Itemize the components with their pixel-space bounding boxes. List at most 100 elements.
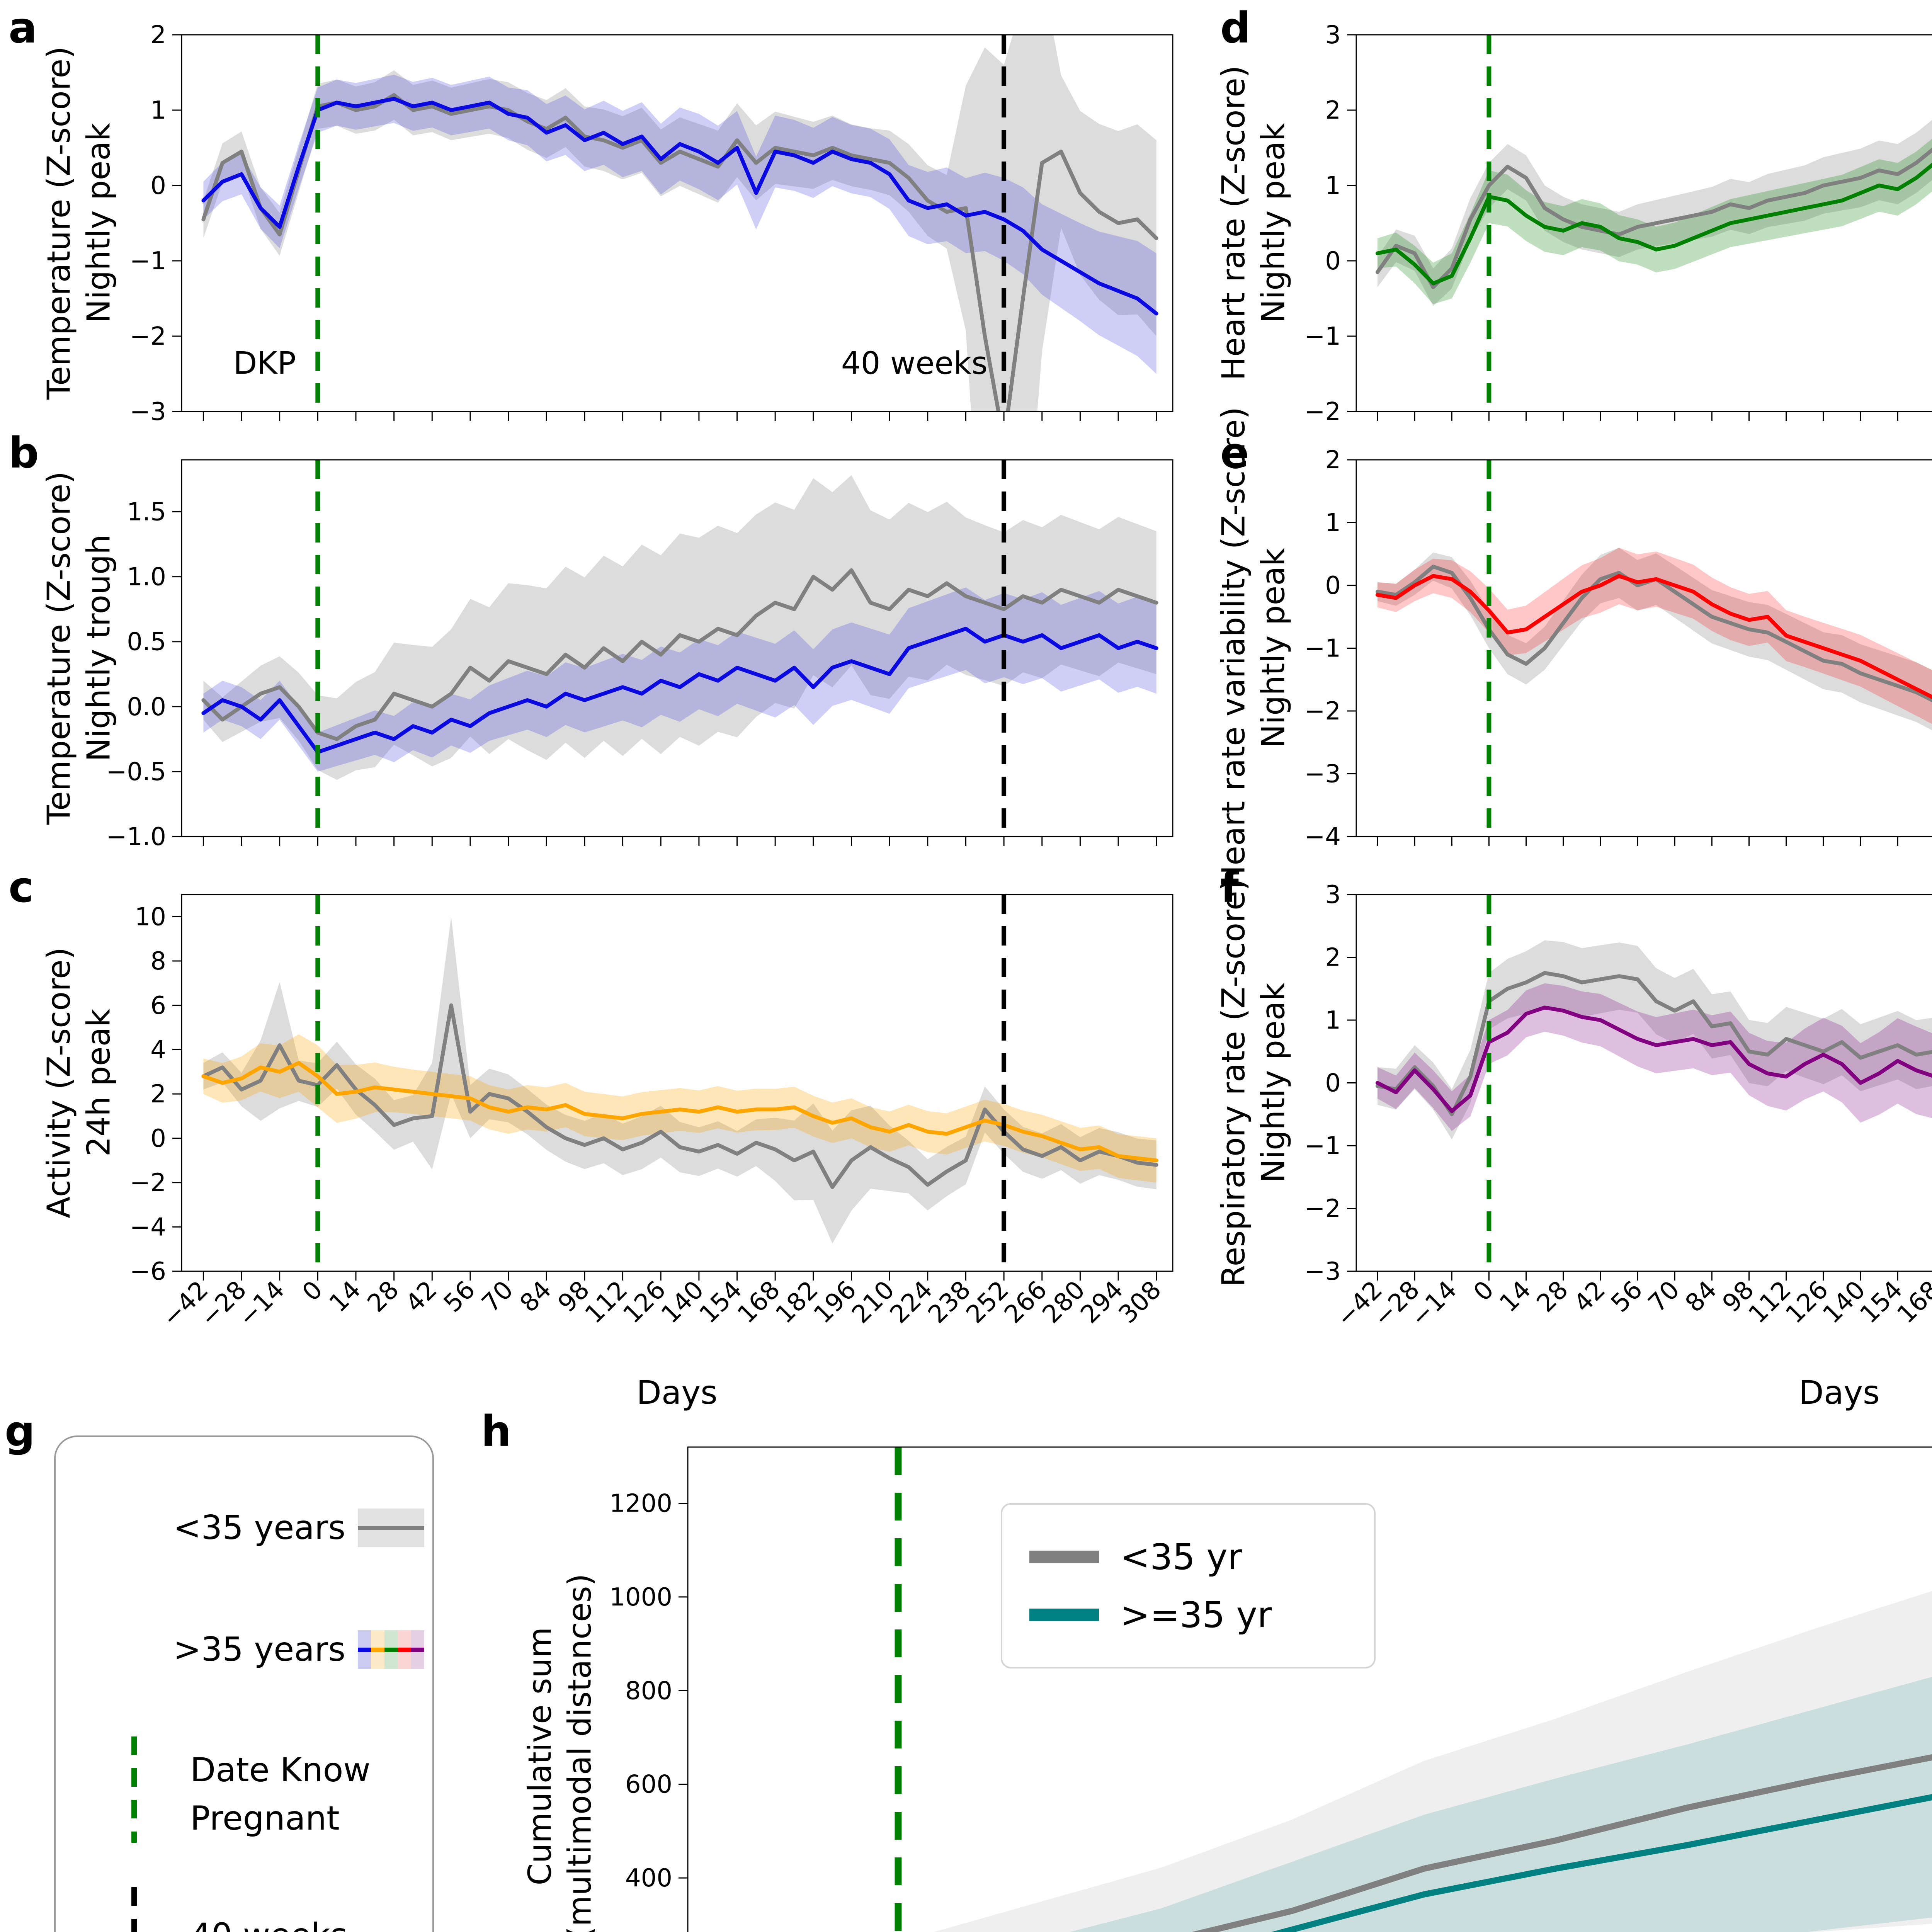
xlabel-days-right: Days	[1799, 1374, 1880, 1412]
svg-text:28: 28	[1531, 1276, 1574, 1318]
legend-row-under35: <35 yr	[1029, 1528, 1347, 1586]
red-line-swatch	[398, 1647, 411, 1652]
svg-text:1: 1	[1325, 172, 1341, 200]
svg-text:−1: −1	[130, 247, 166, 276]
svg-text:800: 800	[625, 1677, 672, 1705]
svg-text:0.0: 0.0	[127, 693, 166, 721]
over35-label: >=35 yr	[1120, 1594, 1272, 1636]
forty-weeks-dashed-line-icon	[131, 1887, 137, 1932]
panel-c-plot: −42−28−14 0142842567084981121261401541681…	[130, 894, 1173, 1333]
svg-text:1: 1	[1325, 1006, 1341, 1035]
purple-line-swatch	[411, 1647, 425, 1652]
svg-text:600: 600	[625, 1770, 672, 1799]
svg-text:−4: −4	[130, 1213, 166, 1242]
svg-text:6: 6	[150, 992, 166, 1020]
svg-text:−2: −2	[130, 1169, 166, 1197]
svg-text:1: 1	[150, 96, 166, 125]
svg-text:4: 4	[150, 1036, 166, 1064]
svg-text:56: 56	[438, 1276, 481, 1318]
svg-text:−2: −2	[1304, 697, 1341, 726]
panel-e-ylabel: Heart rate variability (Z-score) Nightly…	[1215, 406, 1292, 889]
legend-under35-label: <35 years	[173, 1509, 346, 1547]
purple-segment	[411, 1630, 425, 1669]
svg-text:14: 14	[324, 1276, 366, 1318]
svg-text:−1: −1	[1304, 634, 1341, 663]
svg-text:56: 56	[1605, 1276, 1648, 1318]
panel-b-plot: −1.0 −0.5 0.0 0.5 1.0 1.5	[106, 459, 1173, 851]
legend-dkp-label: Date Know Pregnant	[190, 1751, 371, 1838]
panel-c-ylabel: Activity (Z-score) 24h peak	[41, 947, 117, 1218]
svg-text:2: 2	[150, 1080, 166, 1109]
panel-letter-f: f	[1220, 862, 1239, 912]
svg-text:14: 14	[1494, 1276, 1537, 1318]
svg-text:84: 84	[515, 1276, 557, 1318]
panel-a-plot: −3 −2 −1 0 1 2 DKP 40 weeks	[130, 21, 1173, 426]
svg-text:0: 0	[297, 1276, 328, 1307]
svg-text:308: 308	[1113, 1276, 1167, 1329]
svg-text:40 weeks: 40 weeks	[841, 345, 988, 381]
svg-text:1: 1	[1325, 509, 1341, 537]
svg-text:0: 0	[1325, 571, 1341, 600]
green-segment	[384, 1630, 398, 1669]
svg-text:1.0: 1.0	[127, 563, 166, 592]
svg-text:−6: −6	[130, 1257, 166, 1286]
svg-text:0: 0	[1468, 1276, 1500, 1307]
blue-line-swatch	[358, 1647, 371, 1652]
svg-text:−3: −3	[1304, 1257, 1341, 1286]
panel-letter-d: d	[1220, 3, 1251, 53]
under35-label: <35 yr	[1120, 1536, 1242, 1578]
panel-d-plot: −2 −1 0 1 2 3	[1304, 21, 1932, 426]
legend-over35-label: >35 years	[173, 1630, 346, 1669]
xlabel-days-left: Days	[636, 1374, 718, 1412]
legend-over35-swatch	[358, 1630, 425, 1669]
svg-text:0: 0	[150, 172, 166, 200]
svg-text:0: 0	[150, 1124, 166, 1153]
svg-text:10: 10	[135, 903, 166, 931]
svg-text:28: 28	[362, 1276, 405, 1318]
panel-h-legend: <35 yr >=35 yr	[1001, 1503, 1376, 1668]
svg-text:2: 2	[150, 21, 166, 49]
svg-text:42: 42	[1568, 1276, 1611, 1318]
svg-text:−2: −2	[1304, 1195, 1341, 1223]
svg-text:42: 42	[400, 1276, 443, 1318]
orange-line-swatch	[371, 1647, 384, 1652]
gray-line-swatch	[358, 1526, 424, 1530]
svg-text:0: 0	[1325, 1069, 1341, 1098]
legend-row-over35: >=35 yr	[1029, 1586, 1347, 1644]
svg-text:−14: −14	[233, 1276, 290, 1333]
svg-text:0: 0	[1325, 247, 1341, 276]
dkp-dashed-line-icon	[131, 1736, 137, 1843]
svg-text:0.5: 0.5	[127, 628, 166, 656]
svg-text:1000: 1000	[609, 1583, 672, 1612]
svg-text:2: 2	[1325, 944, 1341, 972]
svg-text:DKP: DKP	[233, 345, 296, 381]
svg-text:2: 2	[1325, 446, 1341, 474]
svg-text:−1: −1	[1304, 1132, 1341, 1160]
orange-segment	[371, 1630, 384, 1669]
green-line-swatch	[384, 1647, 398, 1652]
over35-line-swatch	[1029, 1609, 1099, 1621]
svg-text:−2: −2	[130, 322, 166, 351]
panel-letter-g: g	[5, 1406, 35, 1456]
svg-text:3: 3	[1325, 21, 1341, 49]
svg-text:−2: −2	[1304, 398, 1341, 426]
svg-text:−14: −14	[1405, 1276, 1463, 1333]
panel-letter-a: a	[9, 3, 37, 53]
svg-text:3: 3	[1325, 881, 1341, 909]
red-segment	[398, 1630, 411, 1669]
svg-text:1.5: 1.5	[127, 498, 166, 526]
legend-under35-swatch	[358, 1509, 424, 1547]
svg-text:70: 70	[476, 1276, 519, 1318]
under35-line-swatch	[1029, 1551, 1099, 1563]
svg-text:400: 400	[625, 1864, 672, 1893]
svg-text:−1: −1	[1304, 322, 1341, 351]
panel-h-ylabel: Cumulative sum (multimodal distances)	[522, 1573, 599, 1932]
panel-letter-b: b	[9, 428, 39, 478]
svg-text:84: 84	[1680, 1276, 1723, 1318]
svg-text:−4: −4	[1304, 823, 1341, 851]
svg-text:2: 2	[1325, 96, 1341, 125]
panel-a-ylabel: Temperature (Z-score) Nightly peak	[41, 46, 117, 400]
svg-text:70: 70	[1643, 1276, 1685, 1318]
panel-f-ylabel: Respiratory rate (Z-score) Nightly peak	[1215, 878, 1292, 1287]
